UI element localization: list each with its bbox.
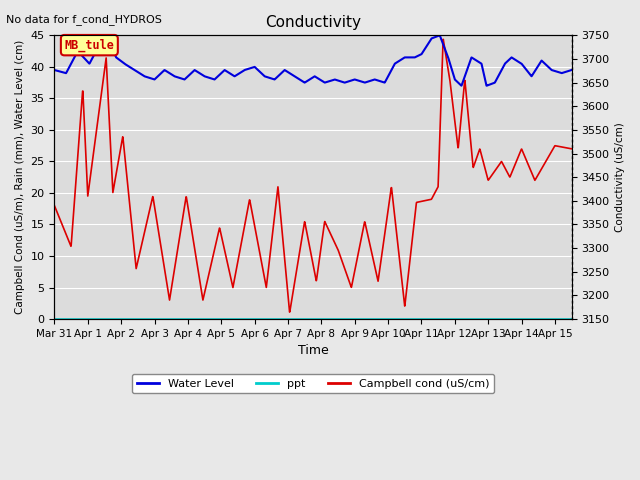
Water Level xyxy=(568,67,575,73)
X-axis label: Time: Time xyxy=(298,344,328,357)
Water Level xyxy=(553,69,561,74)
Water Level xyxy=(302,79,310,85)
Water Level xyxy=(51,67,58,73)
Water Level xyxy=(458,82,466,87)
Campbell cond (uS/cm) xyxy=(553,143,561,149)
Water Level xyxy=(289,72,296,78)
Campbell cond (uS/cm) xyxy=(51,203,58,208)
ppt xyxy=(77,316,84,322)
Water Level xyxy=(483,83,491,89)
Water Level xyxy=(553,69,561,74)
ppt xyxy=(289,316,296,322)
Campbell cond (uS/cm) xyxy=(458,104,466,110)
Y-axis label: Campbell Cond (uS/m), Rain (mm), Water Level (cm): Campbell Cond (uS/m), Rain (mm), Water L… xyxy=(15,40,25,314)
Campbell cond (uS/cm) xyxy=(302,226,310,232)
ppt xyxy=(51,316,58,322)
Line: Campbell cond (uS/cm): Campbell cond (uS/cm) xyxy=(54,39,572,312)
Campbell cond (uS/cm) xyxy=(289,293,296,299)
Title: Conductivity: Conductivity xyxy=(265,15,361,30)
Legend: Water Level, ppt, Campbell cond (uS/cm): Water Level, ppt, Campbell cond (uS/cm) xyxy=(132,374,494,393)
Water Level xyxy=(436,33,444,38)
ppt xyxy=(302,316,310,322)
Campbell cond (uS/cm) xyxy=(553,143,561,149)
Campbell cond (uS/cm) xyxy=(568,146,575,152)
Campbell cond (uS/cm) xyxy=(77,113,84,119)
Text: No data for f_cond_HYDROS: No data for f_cond_HYDROS xyxy=(6,14,163,25)
ppt xyxy=(553,316,561,322)
Y-axis label: Conductivity (uS/cm): Conductivity (uS/cm) xyxy=(615,122,625,232)
ppt xyxy=(568,316,575,322)
Line: Water Level: Water Level xyxy=(54,36,572,86)
Water Level xyxy=(77,51,84,57)
ppt xyxy=(552,316,560,322)
Campbell cond (uS/cm) xyxy=(285,309,293,315)
ppt xyxy=(458,316,465,322)
Campbell cond (uS/cm) xyxy=(440,36,447,42)
Text: MB_tule: MB_tule xyxy=(65,38,115,52)
